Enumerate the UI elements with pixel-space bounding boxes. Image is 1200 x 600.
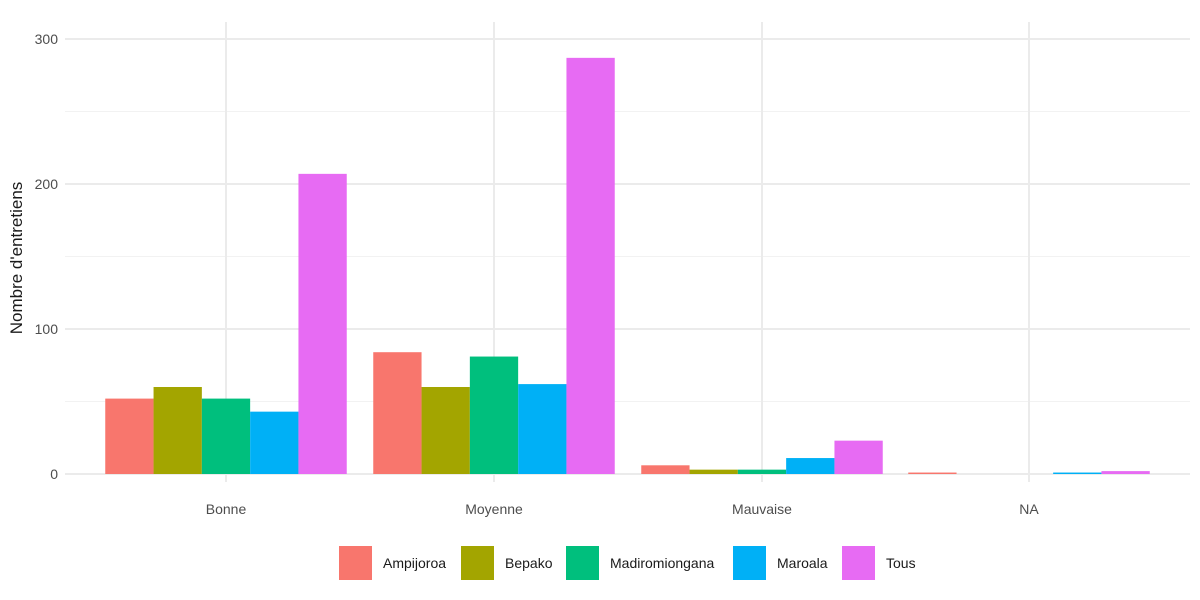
bar-bepako-bonne: [153, 387, 202, 474]
y-axis-title: Nombre d'entretiens: [7, 182, 26, 335]
legend-label: Tous: [886, 555, 916, 571]
legend-label: Bepako: [505, 555, 553, 571]
bars: [105, 57, 1150, 474]
legend-key-ampijoroa: [339, 546, 372, 580]
x-tick-label: Mauvaise: [732, 501, 792, 517]
bar-maroala-na: [1053, 472, 1102, 474]
legend-label: Ampijoroa: [383, 555, 446, 571]
bar-madiromiongana-bonne: [201, 398, 251, 474]
legend-key-bepako: [461, 546, 494, 580]
bar-ampijoroa-moyenne: [373, 352, 422, 474]
x-tick-label: Moyenne: [465, 501, 523, 517]
legend-label: Madiromiongana: [610, 555, 714, 571]
y-tick-label: 0: [50, 466, 58, 482]
legend: Ampijoroa Bepako Madiromiongana Maroala Tous: [339, 546, 916, 580]
legend-key-madiromiongana: [566, 546, 599, 580]
bar-maroala-mauvaise: [786, 458, 835, 474]
bar-ampijoroa-mauvaise: [641, 465, 690, 474]
legend-key-maroala: [733, 546, 766, 580]
bar-madiromiongana-moyenne: [469, 356, 519, 474]
bar-ampijoroa-na: [908, 472, 957, 474]
bar-ampijoroa-bonne: [105, 398, 154, 474]
bar-maroala-moyenne: [518, 384, 567, 474]
bar-bepako-moyenne: [421, 387, 470, 474]
bar-maroala-bonne: [250, 411, 299, 474]
x-tick-label: NA: [1019, 501, 1039, 517]
y-tick-label: 200: [35, 176, 59, 192]
bar-tous-bonne: [298, 173, 347, 474]
bar-tous-na: [1101, 471, 1150, 474]
y-tick-label: 300: [35, 31, 59, 47]
bar-madiromiongana-mauvaise: [737, 469, 787, 474]
bar-bepako-mauvaise: [689, 469, 738, 474]
legend-label: Maroala: [777, 555, 828, 571]
y-tick-label: 100: [35, 321, 59, 337]
y-tick-labels: 0 100 200 300: [35, 31, 59, 482]
x-tick-labels: Bonne Moyenne Mauvaise NA: [206, 501, 1040, 517]
bar-tous-mauvaise: [834, 440, 883, 474]
legend-key-tous: [842, 546, 875, 580]
x-tick-label: Bonne: [206, 501, 247, 517]
bar-tous-moyenne: [566, 57, 615, 474]
